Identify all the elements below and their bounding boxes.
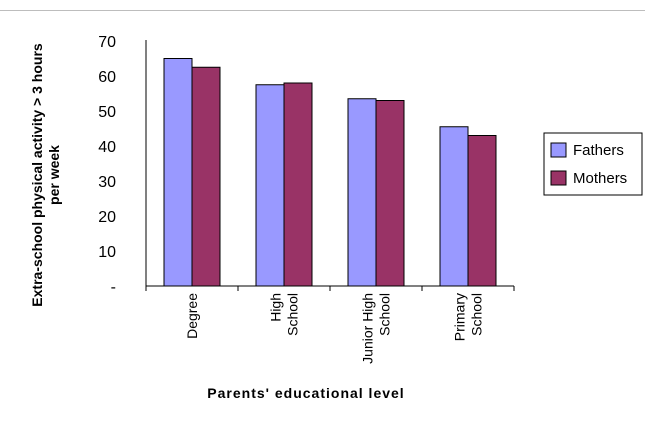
y-tick-label: 60 xyxy=(98,69,116,86)
category-label: School xyxy=(377,293,393,336)
legend-label-mothers: Mothers xyxy=(573,170,627,187)
y-tick-label: 30 xyxy=(98,174,116,191)
legend: Fathers Mothers xyxy=(543,132,643,196)
bar-fathers-degree xyxy=(163,58,193,287)
bar-mothers-primary-school xyxy=(467,135,497,287)
axes xyxy=(145,40,515,291)
y-tick-label: 40 xyxy=(98,139,116,156)
top-border-line xyxy=(0,10,645,11)
category-label: Primary xyxy=(452,293,468,341)
bar-fathers-primary-school xyxy=(439,126,469,287)
category-labels: Degree High School Junior High School Primary… xyxy=(184,293,485,364)
legend-swatch-fathers xyxy=(550,142,567,158)
bar-mothers-junior-high-school xyxy=(375,100,405,287)
y-axis-title: Extra-school physical activity > 3 hours… xyxy=(29,43,62,307)
y-tick-label: 20 xyxy=(98,209,116,226)
bar-mothers-degree xyxy=(191,66,221,287)
y-tick-label: 70 xyxy=(98,34,116,51)
y-tick-labels: - 10 20 30 40 50 60 70 xyxy=(98,34,116,296)
category-label: School xyxy=(285,293,301,336)
y-tick-label: 50 xyxy=(98,104,116,121)
y-axis-title-line: per week xyxy=(46,145,62,205)
y-axis-title-line: Extra-school physical activity > 3 hours xyxy=(29,43,45,307)
bars xyxy=(163,58,497,287)
legend-label-fathers: Fathers xyxy=(573,142,624,159)
category-label: School xyxy=(469,293,485,336)
y-tick-label: 10 xyxy=(98,244,116,261)
category-label: Degree xyxy=(184,293,200,339)
x-axis-title: Parents' educational level xyxy=(207,385,404,401)
bar-mothers-high-school xyxy=(283,82,313,287)
bar-fathers-high-school xyxy=(255,84,285,287)
y-tick-label: - xyxy=(111,279,116,296)
bar-fathers-junior-high-school xyxy=(347,98,377,287)
category-label: Junior High xyxy=(360,293,376,364)
legend-swatch-mothers xyxy=(550,170,567,186)
category-label: High xyxy=(268,293,284,322)
